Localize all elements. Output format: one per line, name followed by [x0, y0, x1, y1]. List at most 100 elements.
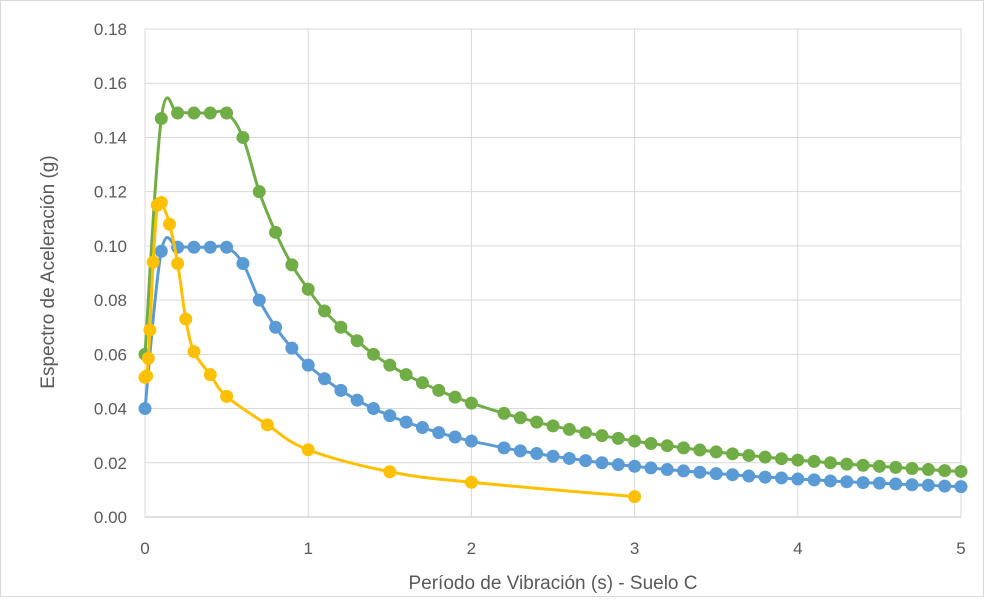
data-point	[220, 106, 234, 120]
data-point	[318, 372, 332, 386]
data-point	[366, 402, 380, 416]
data-point	[448, 430, 462, 444]
x-axis-title: Período de Vibración (s) - Suelo C	[408, 573, 697, 594]
data-point	[399, 415, 413, 429]
axes: 0.00 0.02 0.04 0.06 0.08 0.10 0.12 0.14 0.16 0.18…	[94, 20, 966, 558]
data-point	[872, 476, 886, 490]
data-point	[236, 130, 250, 144]
data-point	[301, 282, 315, 296]
data-point	[350, 334, 364, 348]
data-point	[141, 351, 155, 365]
data-point	[905, 461, 919, 475]
data-point	[840, 475, 854, 489]
data-point	[758, 450, 772, 464]
data-point	[140, 369, 154, 383]
data-point	[889, 460, 903, 474]
data-point	[546, 449, 560, 463]
data-point	[220, 240, 234, 254]
data-point	[187, 240, 201, 254]
series-line	[143, 235, 962, 489]
data-point	[415, 376, 429, 390]
data-point	[260, 418, 274, 432]
data-point	[187, 106, 201, 120]
data-point	[693, 465, 707, 479]
data-point	[579, 426, 593, 440]
x-tick-label: 0	[140, 539, 149, 558]
data-point	[889, 477, 903, 491]
series-line	[143, 96, 962, 473]
x-tick-label: 4	[793, 539, 802, 558]
data-point	[350, 393, 364, 407]
data-point	[823, 456, 837, 470]
data-point	[464, 475, 478, 489]
data-point	[171, 257, 185, 271]
data-point	[709, 445, 723, 459]
data-point	[611, 431, 625, 445]
y-tick-label: 0.02	[94, 454, 127, 473]
data-point	[807, 454, 821, 468]
data-point	[203, 240, 217, 254]
data-point	[154, 244, 168, 258]
data-point	[644, 437, 658, 451]
y-tick-label: 0.10	[94, 237, 127, 256]
data-point	[791, 453, 805, 467]
data-point	[464, 396, 478, 410]
y-axis-title: Espectro de Aceleración (g)	[38, 155, 59, 388]
gridlines	[144, 28, 962, 518]
data-point	[383, 358, 397, 372]
data-point	[530, 447, 544, 461]
x-tick-label: 1	[303, 539, 312, 558]
data-point	[334, 383, 348, 397]
x-tick-label: 2	[467, 539, 476, 558]
data-point	[448, 390, 462, 404]
data-point	[285, 258, 299, 272]
data-point	[938, 479, 952, 493]
series-line	[143, 197, 635, 499]
y-tick-label: 0.08	[94, 291, 127, 310]
data-point	[791, 472, 805, 486]
data-point	[252, 185, 266, 199]
data-point	[856, 476, 870, 490]
data-point	[840, 457, 854, 471]
data-point	[660, 463, 674, 477]
x-tick-label: 3	[630, 539, 639, 558]
y-tick-label: 0.18	[94, 20, 127, 39]
data-point	[628, 459, 642, 473]
data-point	[693, 443, 707, 457]
data-point	[383, 409, 397, 423]
data-point	[301, 443, 315, 457]
data-point	[938, 464, 952, 478]
data-point	[807, 473, 821, 487]
data-point	[203, 106, 217, 120]
data-point	[269, 320, 283, 334]
data-point	[644, 461, 658, 475]
data-point	[921, 463, 935, 477]
data-point	[595, 456, 609, 470]
data-point	[530, 415, 544, 429]
data-point	[269, 225, 283, 239]
data-point	[301, 358, 315, 372]
data-point	[252, 293, 266, 307]
data-point	[905, 478, 919, 492]
data-point	[143, 323, 157, 337]
data-point	[203, 368, 217, 382]
y-tick-label: 0.16	[94, 74, 127, 93]
data-point	[399, 368, 413, 382]
data-point	[171, 106, 185, 120]
data-point	[497, 441, 511, 455]
data-point	[154, 196, 168, 210]
data-point	[236, 257, 250, 271]
y-tick-label: 0.14	[94, 128, 127, 147]
data-point	[774, 452, 788, 466]
data-point	[415, 421, 429, 435]
data-point	[146, 255, 160, 269]
y-tick-label: 0.00	[94, 508, 127, 527]
data-point	[562, 422, 576, 436]
data-point	[220, 389, 234, 403]
data-point	[872, 459, 886, 473]
data-point	[856, 458, 870, 472]
data-point	[595, 429, 609, 443]
data-point	[162, 217, 176, 231]
